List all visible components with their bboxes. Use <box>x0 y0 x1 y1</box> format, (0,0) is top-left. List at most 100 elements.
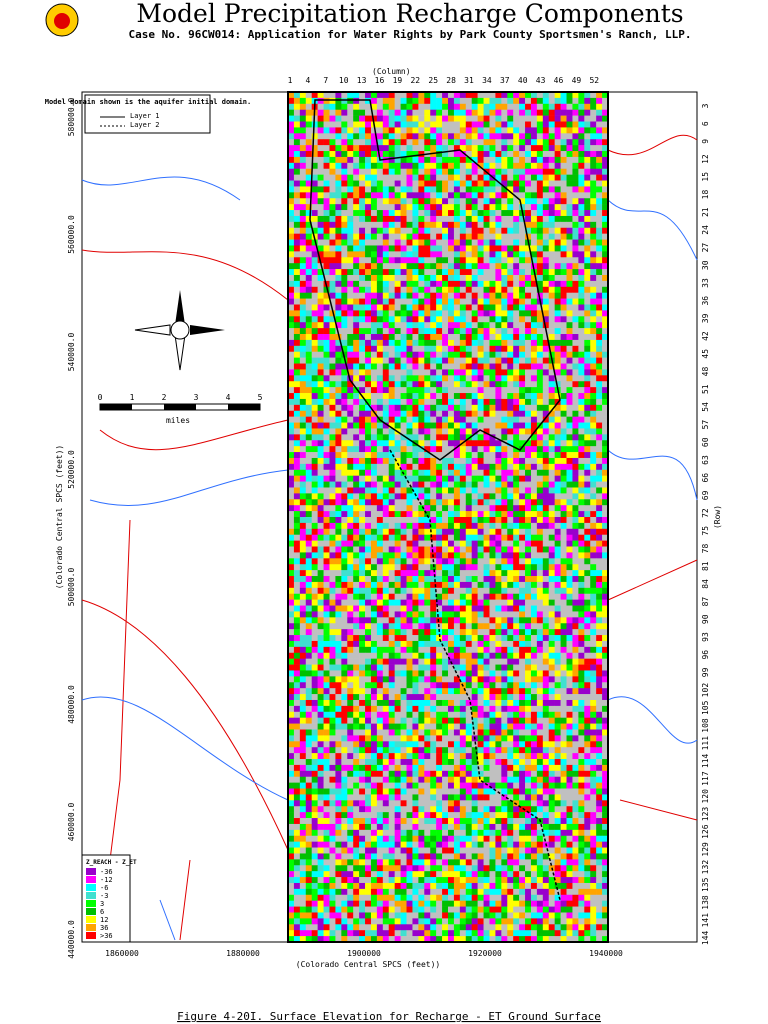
grid-cell <box>536 469 544 476</box>
grid-cell <box>353 245 360 252</box>
grid-cell <box>560 103 567 111</box>
grid-cell <box>436 416 443 423</box>
grid-cell <box>448 221 455 229</box>
grid-cell <box>602 227 609 234</box>
grid-cell <box>317 369 324 376</box>
grid-cell <box>293 263 301 270</box>
grid-cell <box>406 599 413 606</box>
grid-cell <box>536 251 544 258</box>
grid-cell <box>323 298 330 305</box>
grid-cell <box>394 528 401 536</box>
grid-cell <box>424 286 431 293</box>
grid-cell <box>293 239 301 246</box>
grid-cell <box>495 564 502 571</box>
grid-cell <box>436 274 443 282</box>
grid-cell <box>317 322 324 329</box>
grid-cell <box>548 558 555 565</box>
grid-cell <box>288 151 295 158</box>
grid-cell <box>311 499 318 506</box>
grid-cell <box>519 334 526 341</box>
grid-cell <box>394 375 401 382</box>
grid-cell <box>560 292 567 299</box>
grid-cell <box>448 345 455 353</box>
grid-cell <box>288 481 295 488</box>
grid-cell <box>335 398 342 406</box>
grid-cell <box>299 422 307 429</box>
grid-cell <box>347 434 354 441</box>
grid-cell <box>560 257 567 264</box>
grid-cell <box>299 499 307 506</box>
grid-cell <box>400 286 407 293</box>
grid-cell <box>477 558 484 565</box>
grid-cell <box>376 239 384 246</box>
grid-cell <box>560 109 567 116</box>
grid-cell <box>430 499 437 506</box>
grid-cell <box>388 434 395 441</box>
grid-cell <box>566 511 573 518</box>
grid-cell <box>530 475 538 482</box>
grid-cell <box>406 558 413 565</box>
grid-cell <box>453 534 461 541</box>
grid-cell <box>406 109 413 116</box>
grid-cell <box>311 552 318 559</box>
grid-cell <box>335 587 342 595</box>
grid-cell <box>288 522 295 530</box>
grid-cell <box>465 162 473 170</box>
grid-cell <box>388 581 395 589</box>
grid-cell <box>519 227 526 234</box>
grid-cell <box>388 233 395 240</box>
grid-cell <box>578 304 585 311</box>
grid-cell <box>501 416 508 423</box>
grid-cell <box>436 180 443 187</box>
grid-cell <box>353 186 360 193</box>
grid-cell <box>590 457 597 465</box>
grid-cell <box>335 505 342 512</box>
grid-cell <box>299 522 307 530</box>
grid-cell <box>323 292 330 299</box>
grid-cell <box>536 204 544 211</box>
grid-cell <box>317 192 324 199</box>
grid-cell <box>554 316 561 323</box>
grid-cell <box>382 623 390 630</box>
grid-cell <box>400 522 407 530</box>
grid-cell <box>525 581 532 589</box>
grid-cell <box>406 593 413 600</box>
grid-cell <box>299 428 307 435</box>
grid-cell <box>566 192 573 199</box>
grid-cell <box>299 440 307 447</box>
grid-cell <box>513 286 520 293</box>
grid-cell <box>365 629 372 636</box>
grid-cell <box>501 381 508 388</box>
grid-cell <box>465 381 473 388</box>
grid-cell <box>365 605 372 612</box>
grid-cell <box>341 617 348 624</box>
grid-cell <box>495 599 502 606</box>
grid-cell <box>501 357 508 364</box>
grid-cell <box>329 269 336 276</box>
grid-cell <box>507 540 514 547</box>
grid-cell <box>365 440 372 447</box>
grid-cell <box>376 517 384 524</box>
grid-cell <box>495 204 502 211</box>
grid-cell <box>335 564 342 571</box>
grid-cell <box>424 499 431 506</box>
grid-cell <box>507 522 514 530</box>
grid-cell <box>412 540 419 547</box>
grid-cell <box>590 121 597 128</box>
grid-cell <box>495 611 502 618</box>
grid-cell <box>311 576 318 583</box>
grid-cell <box>572 198 579 205</box>
grid-cell <box>465 517 473 524</box>
grid-cell <box>382 593 390 600</box>
grid-cell <box>388 440 395 447</box>
grid-cell <box>347 304 354 311</box>
grid-cell <box>329 387 336 394</box>
grid-cell <box>477 393 484 400</box>
grid-cell <box>459 156 467 164</box>
grid-cell <box>305 280 313 288</box>
grid-cell <box>453 564 461 571</box>
grid-cell <box>376 564 384 571</box>
grid-cell <box>554 198 561 205</box>
grid-cell <box>525 310 532 317</box>
grid-cell <box>412 304 419 311</box>
